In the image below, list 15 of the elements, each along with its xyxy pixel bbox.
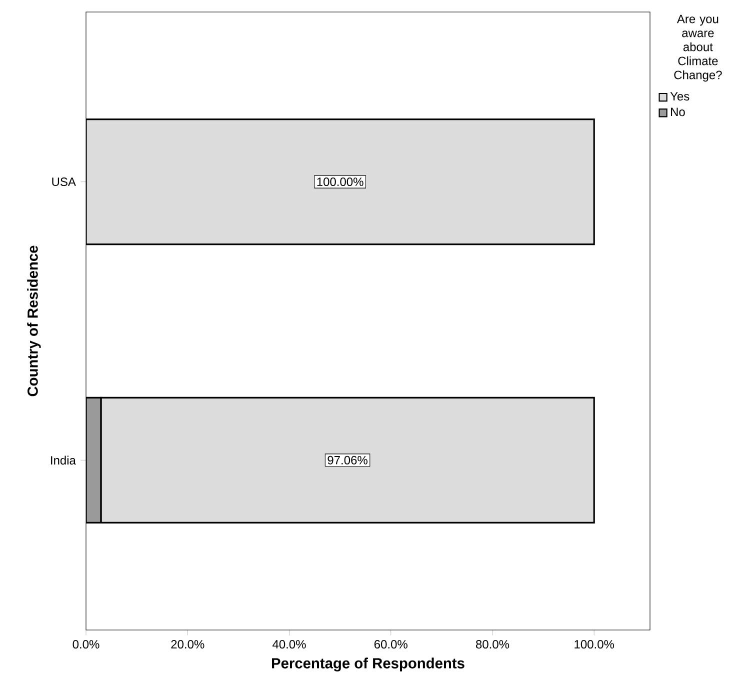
data-label: 97.06% (328, 456, 368, 464)
y-tick-label: India (51, 456, 76, 465)
x-tick-label: 20.0% (171, 640, 204, 649)
y-tick-label: USA (52, 178, 76, 186)
legend-title: Are you aware about Climate Change? (674, 14, 722, 82)
x-tick-label: 40.0% (272, 640, 306, 649)
data-label: 100.00% (317, 178, 364, 186)
x-axis-title: Percentage of Respondents (272, 658, 464, 672)
x-tick-label: 60.0% (374, 640, 408, 649)
x-tick-label: 100.0% (574, 640, 614, 649)
legend-label: Yes (670, 92, 690, 101)
y-axis-title: Country of Residence (27, 246, 41, 396)
x-tick-label: 80.0% (476, 640, 510, 649)
x-tick-label: 0.0% (72, 640, 100, 649)
legend-label: No (671, 108, 685, 116)
